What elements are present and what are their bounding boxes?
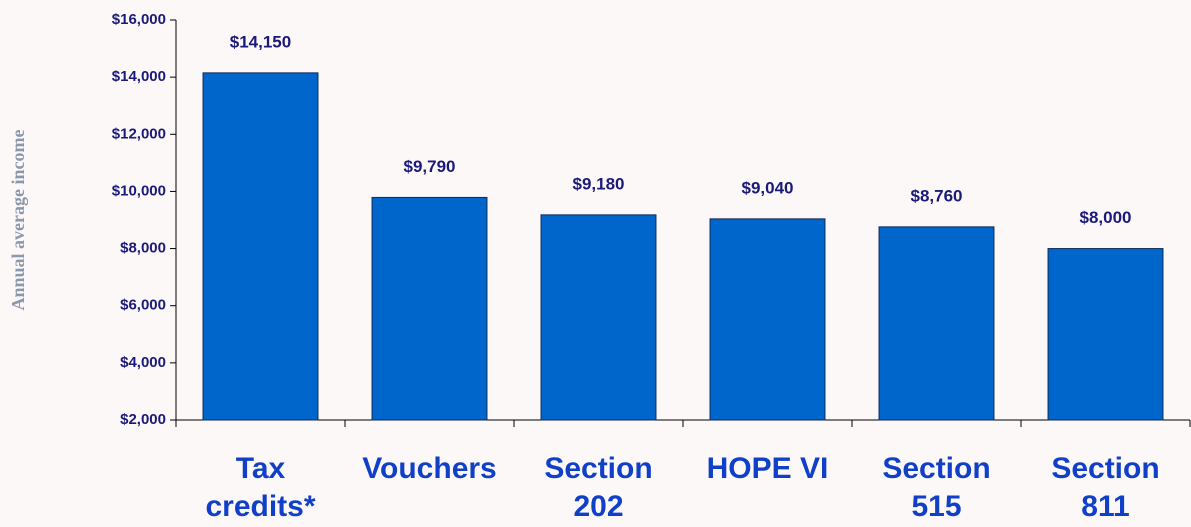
x-tick-label: Section 202 — [544, 452, 653, 523]
x-tick-label: Section 811 — [1051, 452, 1160, 523]
value-label: $9,040 — [742, 178, 794, 197]
bar — [540, 214, 657, 421]
value-label: $8,760 — [911, 186, 963, 205]
x-tick-label: HOPE VI — [706, 452, 829, 485]
y-tick-label: $2,000 — [120, 411, 166, 428]
value-label: $14,150 — [230, 32, 291, 51]
y-tick-label: $4,000 — [120, 354, 166, 371]
bar — [202, 72, 319, 421]
y-axis-label: Annual average income — [8, 129, 28, 310]
value-label: $9,180 — [573, 174, 625, 193]
y-tick-label: $6,000 — [120, 297, 166, 314]
value-label: $8,000 — [1080, 208, 1132, 227]
x-tick-label: Tax credits* — [205, 452, 316, 523]
x-tick-label: Section 515 — [882, 452, 991, 523]
y-tick-label: $8,000 — [120, 240, 166, 257]
value-label: $9,790 — [404, 157, 456, 176]
bar — [709, 218, 826, 421]
bar — [371, 196, 488, 421]
y-tick-label: $10,000 — [112, 182, 166, 199]
y-tick-label: $14,000 — [112, 68, 166, 85]
bar — [1047, 248, 1164, 421]
y-tick-label: $12,000 — [112, 125, 166, 142]
bar — [878, 226, 995, 421]
x-tick-label: Vouchers — [362, 452, 497, 485]
y-tick-label: $16,000 — [112, 11, 166, 28]
